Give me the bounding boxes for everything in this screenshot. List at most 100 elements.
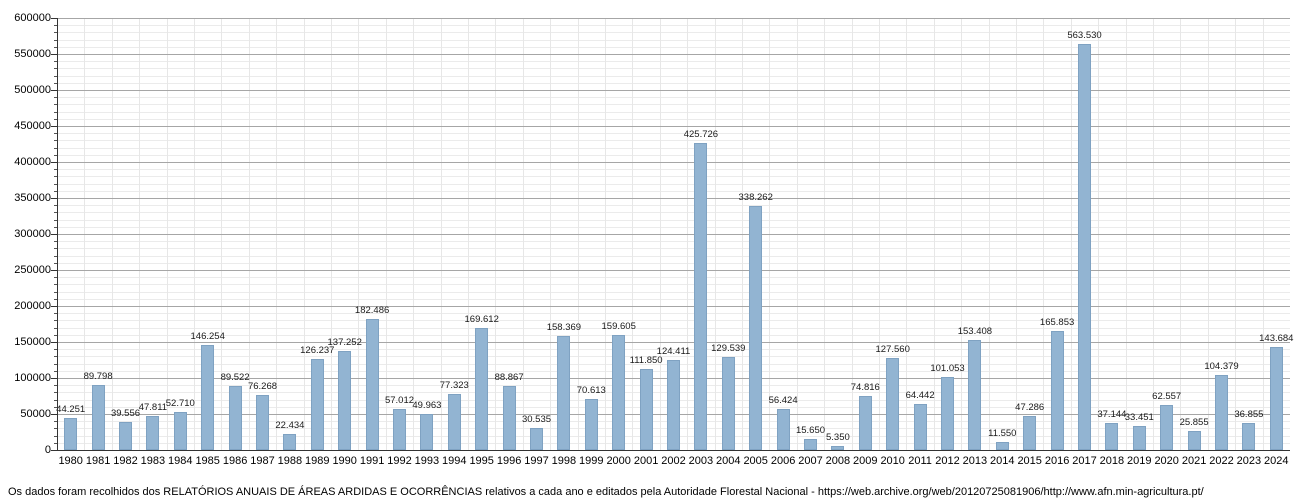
bar-value-label: 129.539 [711,342,746,354]
x-tick-label: 1980 [58,455,83,467]
y-axis-tick [51,342,57,343]
x-tick-label: 2002 [661,455,686,467]
y-axis-minor-tick [54,154,57,156]
bar-value-label: 47.811 [138,401,168,413]
bar-2008 [831,446,845,450]
bar-1994 [447,394,461,450]
x-tick-label: 1997 [524,455,549,467]
y-axis-minor-tick [54,183,57,185]
gridline-minor [57,111,1290,113]
bar-value-label: 15.650 [795,424,826,436]
bar-value-label: 425.726 [683,129,719,141]
bar-value-label: 338.262 [738,192,773,204]
bar-value-label: 52.710 [165,398,195,410]
bar-value-label: 88.867 [494,372,524,384]
y-axis-minor-tick [54,392,57,394]
bar-value-label: 39.556 [110,407,141,419]
y-axis-minor-tick [54,320,57,322]
x-tick-label: 1996 [496,455,522,467]
bar-value-label: 182.486 [354,304,390,316]
bar-value-label: 36.855 [1234,409,1264,421]
gridline-minor [57,190,1290,192]
bar-2010 [886,358,900,450]
bar-value-label: 76.268 [247,381,278,393]
gridline-minor [57,327,1290,329]
y-axis-minor-tick [54,356,57,358]
bar-2000 [612,335,626,450]
gridline-minor [57,133,1290,135]
x-tick-label: 1988 [277,455,303,467]
y-axis-minor-tick [54,255,57,257]
y-tick-label: 500000 [14,84,51,96]
y-axis-minor-tick [54,61,57,63]
bar-value-label: 49.963 [412,400,442,412]
bar-value-label: 111.850 [629,355,663,367]
gridline-minor [57,349,1290,351]
bar-value-label: 44.251 [56,404,86,416]
y-axis-minor-tick [54,205,57,207]
y-tick-label: 0 [44,444,51,456]
bar-2009 [858,396,872,450]
bar-1980 [64,418,78,450]
bar-1985 [201,344,215,450]
y-tick-label: 400000 [14,156,51,168]
y-axis-minor-tick [54,97,57,99]
y-axis-minor-tick [54,39,57,41]
bar-2011 [913,403,927,450]
bar-2019 [1132,425,1146,450]
bar-value-label: 25.855 [1179,417,1209,429]
x-tick-label: 2000 [606,455,631,467]
x-tick-label: 1981 [85,455,111,467]
bar-1981 [91,385,105,450]
bar-value-label: 56.424 [768,395,798,407]
gridline-major [57,198,1290,199]
x-tick-label: 2008 [825,455,851,467]
bar-1991 [365,318,379,450]
x-tick-label: 2015 [1017,455,1042,467]
bar-value-label: 47.286 [1015,401,1045,413]
bar-2002 [667,360,680,450]
x-tick-label: 2011 [908,455,932,467]
bar-2018 [1105,423,1119,450]
gridline-minor [57,334,1290,336]
x-tick-label: 2010 [880,455,905,467]
x-tick-label: 2006 [770,455,796,467]
gridline-minor [57,154,1290,156]
x-tick-label: 2014 [990,455,1015,467]
y-axis-minor-tick [54,241,57,243]
x-tick-label: 2016 [1044,455,1070,467]
y-axis-minor-tick [54,111,57,113]
gridline-minor [57,298,1290,300]
y-axis-minor-tick [54,118,57,120]
y-axis-minor-tick [54,248,57,250]
bar-value-label: 101.053 [930,363,965,375]
x-tick-label: 2009 [853,455,878,467]
bar-2021 [1187,431,1201,450]
y-axis-minor-tick [54,399,57,401]
gridline-minor [57,97,1290,99]
bar-value-label: 104.379 [1204,360,1239,372]
bar-1996 [502,386,516,450]
x-tick-label: 2023 [1236,455,1262,467]
x-tick-label: 2003 [688,455,714,467]
x-axis [57,450,1290,451]
y-axis-minor-tick [54,169,57,171]
x-tick-label: 2022 [1209,455,1234,467]
x-tick-label: 1987 [250,455,275,467]
gridline-minor [57,284,1290,286]
gridline-major [57,162,1290,163]
x-tick-label: 2001 [633,455,659,467]
x-tick-label: 2019 [1127,455,1152,467]
y-axis-tick [51,162,57,163]
gridline-minor [57,169,1290,171]
gridline-minor [57,68,1290,70]
bar-1987 [256,395,269,450]
y-axis-minor-tick [54,46,57,48]
gridline-major [57,54,1290,55]
bar-value-label: 30.535 [521,414,552,425]
gridline-minor [57,255,1290,257]
bar-value-label: 159.605 [601,321,636,333]
x-tick-label: 2017 [1072,455,1097,467]
y-tick-label: 50000 [20,408,51,420]
